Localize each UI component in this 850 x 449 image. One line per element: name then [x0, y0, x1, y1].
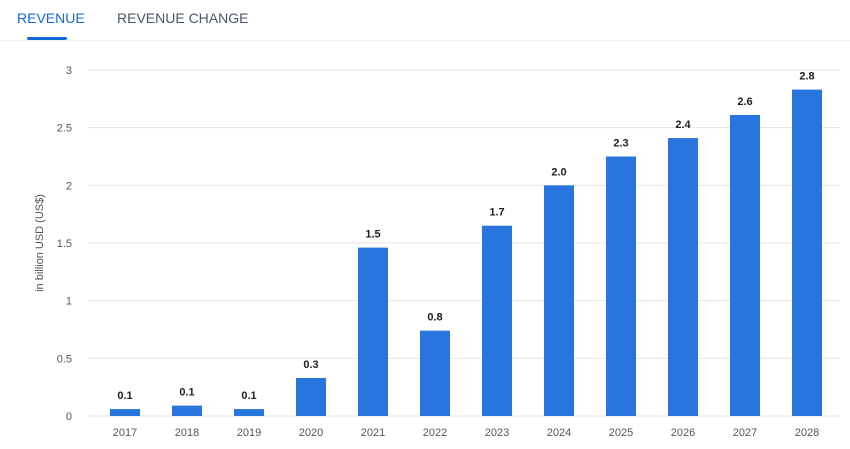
- x-tick-label: 2019: [237, 427, 261, 439]
- bar-2025[interactable]: [606, 156, 636, 417]
- data-label: 0.1: [117, 390, 132, 402]
- active-tab-indicator: [27, 37, 67, 40]
- x-tick-label: 2020: [299, 427, 323, 439]
- x-tick-label: 2021: [361, 427, 385, 439]
- tab-bar: REVENUE REVENUE CHANGE: [0, 0, 850, 41]
- data-label: 0.1: [241, 390, 256, 402]
- x-tick-label: 2026: [671, 427, 695, 439]
- bar-2018[interactable]: [172, 405, 202, 416]
- data-label: 2.3: [613, 138, 628, 150]
- bar-2023[interactable]: [482, 225, 512, 416]
- data-label: 2.4: [675, 119, 691, 131]
- data-label: 0.1: [179, 387, 194, 399]
- y-tick-label: 1: [66, 296, 72, 308]
- x-tick-label: 2028: [795, 427, 819, 439]
- bar-2021[interactable]: [358, 247, 388, 416]
- bar-2028[interactable]: [792, 89, 822, 417]
- x-tick-label: 2022: [423, 427, 447, 439]
- y-tick-label: 1.5: [57, 238, 72, 250]
- y-axis-label: in billion USD (US$): [34, 194, 46, 292]
- bar-2020[interactable]: [296, 377, 326, 416]
- y-tick-label: 0.5: [57, 353, 72, 365]
- data-label: 2.6: [737, 96, 752, 108]
- y-tick-label: 3: [66, 65, 72, 77]
- x-tick-label: 2023: [485, 427, 509, 439]
- bar-2019[interactable]: [234, 409, 264, 416]
- bar-2026[interactable]: [668, 138, 698, 416]
- y-tick-label: 2: [66, 180, 72, 192]
- x-tick-label: 2027: [733, 427, 757, 439]
- tab-revenue-change[interactable]: REVENUE CHANGE: [117, 10, 249, 26]
- data-label: 0.3: [303, 359, 318, 371]
- x-tick-label: 2025: [609, 427, 633, 439]
- data-label: 1.5: [365, 229, 380, 241]
- tab-revenue[interactable]: REVENUE: [17, 10, 85, 26]
- data-label: 1.7: [489, 207, 504, 219]
- data-label: 2.8: [799, 71, 814, 83]
- bar-2024[interactable]: [544, 185, 574, 416]
- x-tick-label: 2017: [113, 427, 137, 439]
- y-tick-label: 0: [66, 411, 72, 423]
- bar-2017[interactable]: [110, 409, 140, 416]
- data-label: 2.0: [551, 166, 566, 178]
- x-tick-label: 2024: [547, 427, 571, 439]
- y-tick-label: 2.5: [57, 123, 72, 135]
- bar-2027[interactable]: [730, 114, 760, 416]
- bar-2022[interactable]: [420, 330, 450, 416]
- x-tick-label: 2018: [175, 427, 199, 439]
- data-label: 0.8: [427, 312, 442, 324]
